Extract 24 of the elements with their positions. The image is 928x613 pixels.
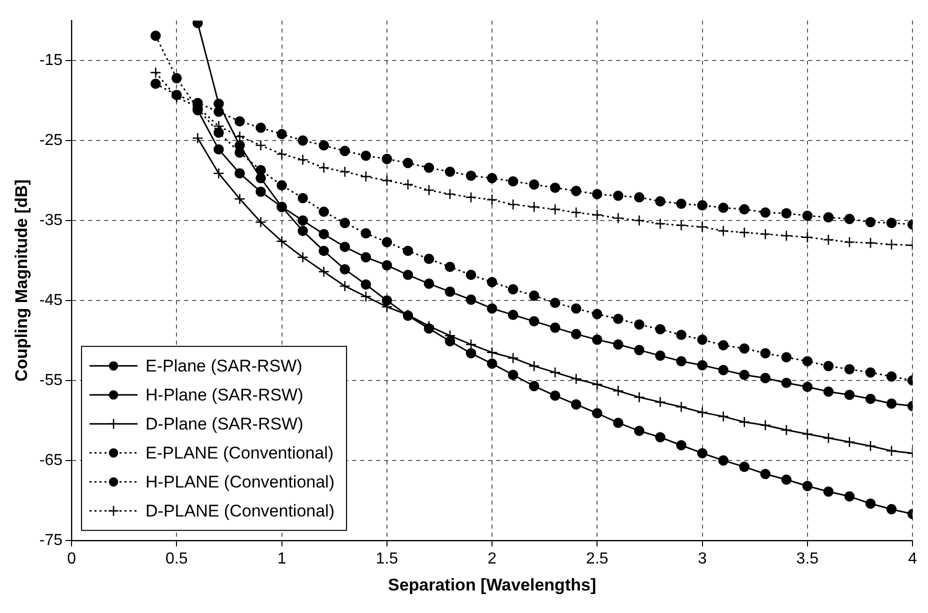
y-tick-label: -45: [39, 292, 63, 309]
legend-label: E-PLANE (Conventional): [146, 444, 334, 463]
x-tick-label: 0: [67, 550, 76, 568]
legend-label: D-PLANE (Conventional): [146, 502, 334, 521]
x-axis-title: Separation [Wavelengths]: [388, 575, 596, 594]
legend-label: E-Plane (SAR-RSW): [146, 356, 302, 376]
y-tick-label: -35: [39, 212, 63, 229]
y-tick-label: -65: [39, 452, 63, 469]
y-tick-label: -75: [39, 532, 63, 549]
x-tick-label: 1.5: [376, 550, 398, 568]
legend-label: H-PLANE (Conventional): [146, 472, 334, 492]
x-tick-label: 4: [908, 550, 918, 568]
legend-label: H-Plane (SAR-RSW): [146, 386, 304, 405]
y-tick-label: -55: [39, 372, 63, 389]
y-tick-label: -15: [39, 52, 63, 69]
x-tick-label: 3.5: [796, 550, 819, 568]
x-tick-label: 1: [277, 550, 286, 568]
y-axis-title: Coupling Magnitude [dB]: [12, 179, 31, 382]
x-tick-label: 3: [698, 550, 707, 568]
x-tick-label: 2.5: [586, 550, 608, 568]
y-tick-label: -25: [39, 132, 63, 149]
x-tick-label: 0.5: [166, 550, 188, 568]
legend-label: D-Plane (SAR-RSW): [146, 414, 304, 434]
x-tick-label: 2: [488, 550, 497, 568]
